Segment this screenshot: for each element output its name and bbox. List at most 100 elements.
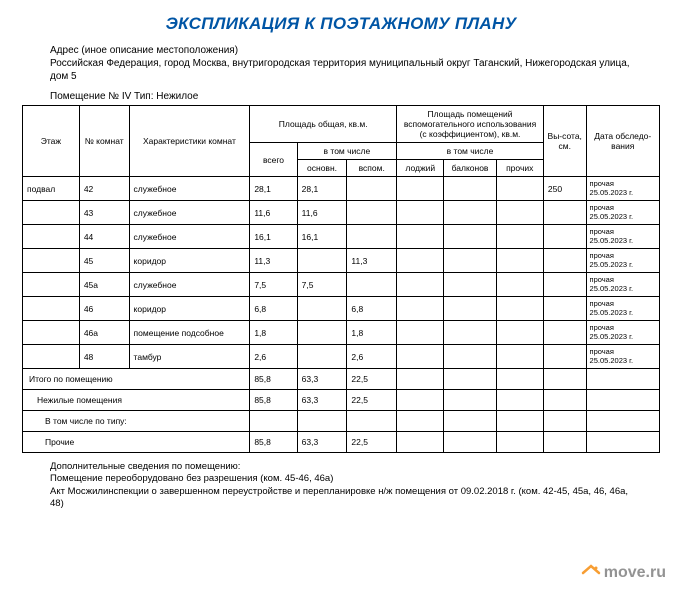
cell [397,297,444,321]
th-date: Дата обследо-вания [586,106,659,177]
th-vspom: вспом. [347,160,397,177]
cell [543,321,586,345]
cell: 46а [79,321,129,345]
total-label: Итого по помещению [23,369,250,390]
total-row: В том числе по типу: [23,411,660,432]
house-icon [580,564,602,582]
table-container: Этаж № комнат Характеристики комнат Площ… [0,105,682,453]
cell: 1,8 [250,321,297,345]
cell: 43 [79,201,129,225]
table-row: 48тамбур2,62,6прочая25.05.2023 г. [23,345,660,369]
cell: 1,8 [347,321,397,345]
cell [250,411,297,432]
cell: 2,6 [347,345,397,369]
th-vtom1: в том числе [297,143,396,160]
cell: 22,5 [347,432,397,453]
cell: 2,6 [250,345,297,369]
cell [444,177,496,201]
cell: служебное [129,201,250,225]
cell [543,297,586,321]
th-height: Вы-сота, см. [543,106,586,177]
cell [23,273,80,297]
watermark-logo: move.ru [580,564,666,582]
total-row: Прочие85,863,322,5 [23,432,660,453]
total-label: В том числе по типу: [23,411,250,432]
address-label: Адрес (иное описание местоположения) [50,44,632,57]
cell [496,225,543,249]
th-area-aux: Площадь помещений вспомогательного испол… [397,106,544,143]
th-osnov: основн. [297,160,347,177]
th-floor: Этаж [23,106,80,177]
cell [586,432,659,453]
cell [496,249,543,273]
cell [297,297,347,321]
cell [444,249,496,273]
cell [543,345,586,369]
premise-info: Помещение № IV Тип: Нежилое [0,91,682,105]
cell: 63,3 [297,390,347,411]
cell: помещение подсобное [129,321,250,345]
cell-date: прочая25.05.2023 г. [586,225,659,249]
th-vtom2: в том числе [397,143,544,160]
cell [23,345,80,369]
cell [23,297,80,321]
cell [397,411,444,432]
cell [23,201,80,225]
table-row: подвал42служебное28,128,1250прочая25.05.… [23,177,660,201]
cell [347,225,397,249]
cell: 48 [79,345,129,369]
cell [496,297,543,321]
cell: 85,8 [250,432,297,453]
cell [397,369,444,390]
cell [586,369,659,390]
cell: 16,1 [250,225,297,249]
table-row: 44служебное16,116,1прочая25.05.2023 г. [23,225,660,249]
cell [297,321,347,345]
cell [496,321,543,345]
cell-date: прочая25.05.2023 г. [586,273,659,297]
cell-date: прочая25.05.2023 г. [586,249,659,273]
address-line: Российская Федерация, город Москва, внут… [50,57,632,83]
cell: 6,8 [250,297,297,321]
cell: 11,6 [297,201,347,225]
cell [347,177,397,201]
cell: 250 [543,177,586,201]
watermark-text: move.ru [604,564,666,582]
cell [397,321,444,345]
cell [397,273,444,297]
address-block: Адрес (иное описание местоположения) Рос… [0,44,682,91]
cell [444,201,496,225]
cell: 44 [79,225,129,249]
cell [444,321,496,345]
cell [496,369,543,390]
cell-date: прочая25.05.2023 г. [586,321,659,345]
cell: 11,6 [250,201,297,225]
cell: 11,3 [347,249,397,273]
cell [444,297,496,321]
cell: 28,1 [297,177,347,201]
th-lodzh: лоджий [397,160,444,177]
cell: 63,3 [297,432,347,453]
cell [444,225,496,249]
th-balkon: балконов [444,160,496,177]
cell [397,225,444,249]
cell [444,369,496,390]
cell-date: прочая25.05.2023 г. [586,345,659,369]
cell [397,249,444,273]
cell: 22,5 [347,390,397,411]
cell: 45а [79,273,129,297]
cell [444,390,496,411]
cell: 85,8 [250,390,297,411]
th-proch: прочих [496,160,543,177]
cell-date: прочая25.05.2023 г. [586,201,659,225]
cell: тамбур [129,345,250,369]
footer-notes: Дополнительные сведения по помещению: По… [0,453,682,510]
table-row: 45аслужебное7,57,5прочая25.05.2023 г. [23,273,660,297]
cell [543,201,586,225]
cell [23,225,80,249]
table-row: 46коридор6,86,8прочая25.05.2023 г. [23,297,660,321]
cell [496,273,543,297]
cell: служебное [129,177,250,201]
footer-l1: Дополнительные сведения по помещению: [50,461,632,473]
cell [397,177,444,201]
